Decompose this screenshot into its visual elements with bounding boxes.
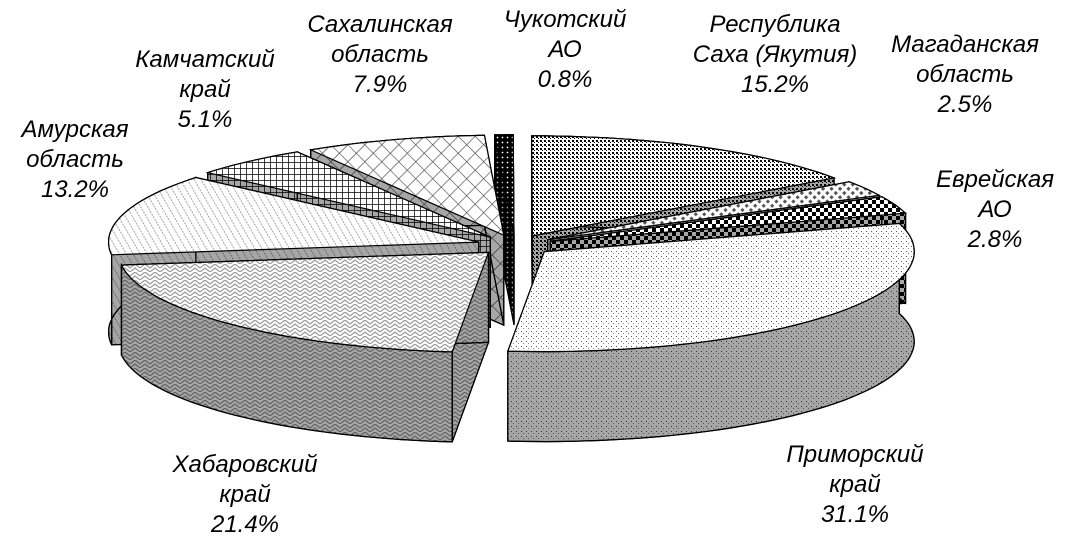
category-name: Чукотский АО [503,6,627,63]
value-label: 7.9% [352,71,408,98]
slice [205,151,491,238]
slice-label: Сахалинская область 7.9% [307,10,452,100]
category-name: Республика Саха (Якутия) [692,11,858,68]
value-label: 2.5% [937,91,993,118]
slice-label: Приморский край 31.1% [786,440,923,530]
value-label: 5.1% [177,106,233,133]
category-name: Магаданская область [891,31,1039,88]
slice-label: Амурская область 13.2% [21,115,128,205]
slice-label: Камчатский край 5.1% [135,45,274,135]
category-name: Хабаровский край [172,451,318,508]
value-label: 21.4% [210,511,280,538]
slice [507,222,915,353]
slice-label: Республика Саха (Якутия) 15.2% [693,10,858,100]
slice-label: Чукотский АО 0.8% [504,5,627,95]
slice [107,176,479,256]
slice [547,181,881,241]
value-label: 0.8% [537,66,593,93]
slice-label: Хабаровский край 21.4% [173,450,318,540]
category-name: Камчатский край [135,46,275,103]
value-label: 2.8% [967,226,1023,253]
value-label: 15.2% [740,71,810,98]
slice [550,196,907,242]
value-label: 13.2% [40,176,110,203]
category-name: Еврейская АО [935,166,1055,223]
slice-label: Магаданская область 2.5% [891,30,1039,120]
category-name: Приморский край [786,441,924,498]
slice-label: Еврейская АО 2.8% [936,165,1054,255]
category-name: Амурская область [21,116,129,173]
slice [493,134,515,235]
slice [530,135,837,237]
category-name: Сахалинская область [307,11,453,68]
slice [308,134,505,237]
slice [120,251,490,353]
value-label: 31.1% [820,501,890,528]
